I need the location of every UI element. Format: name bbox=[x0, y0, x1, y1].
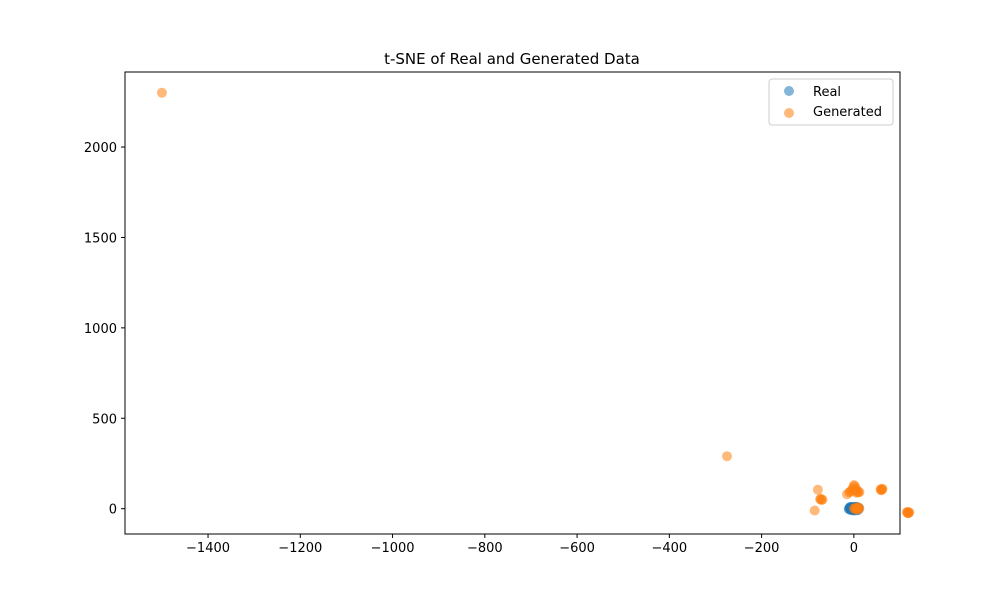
points-layer bbox=[156, 87, 915, 519]
y-axis: 0 500 1000 1500 2000 bbox=[84, 141, 125, 518]
x-axis: −1400 −1200 −1000 −800 −600 −400 −200 0 bbox=[186, 534, 858, 556]
chart-title: t-SNE of Real and Generated Data bbox=[384, 50, 640, 68]
y-tick-label: 1500 bbox=[84, 231, 117, 246]
point-generated-0 bbox=[156, 87, 167, 98]
point-generated-28 bbox=[853, 502, 864, 513]
series-generated bbox=[156, 87, 915, 519]
y-tick-label: 0 bbox=[109, 503, 117, 518]
point-generated-33 bbox=[877, 484, 888, 495]
y-tick-label: 1000 bbox=[84, 322, 117, 337]
y-tick-label: 2000 bbox=[84, 141, 117, 156]
x-tick-label: −1200 bbox=[278, 541, 322, 556]
legend: Real Generated bbox=[768, 78, 894, 126]
plot-area-frame bbox=[124, 71, 901, 535]
point-generated-7 bbox=[817, 494, 828, 505]
x-tick-label: 0 bbox=[850, 541, 858, 556]
y-tick-label: 500 bbox=[92, 412, 117, 427]
x-tick-label: −400 bbox=[651, 541, 687, 556]
x-tick-label: −800 bbox=[467, 541, 503, 556]
point-generated-1 bbox=[722, 451, 733, 462]
legend-marker-real bbox=[784, 86, 794, 96]
legend-box bbox=[768, 78, 894, 126]
point-generated-2 bbox=[812, 484, 823, 495]
point-generated-39 bbox=[904, 507, 915, 518]
point-generated-20 bbox=[850, 485, 861, 496]
legend-label-generated: Generated bbox=[813, 105, 882, 120]
legend-label-real: Real bbox=[813, 85, 841, 100]
legend-marker-generated bbox=[784, 108, 794, 118]
x-tick-label: −1400 bbox=[186, 541, 230, 556]
x-tick-label: −200 bbox=[744, 541, 780, 556]
x-tick-label: −1000 bbox=[371, 541, 415, 556]
point-generated-3 bbox=[809, 505, 820, 516]
x-tick-label: −600 bbox=[559, 541, 595, 556]
